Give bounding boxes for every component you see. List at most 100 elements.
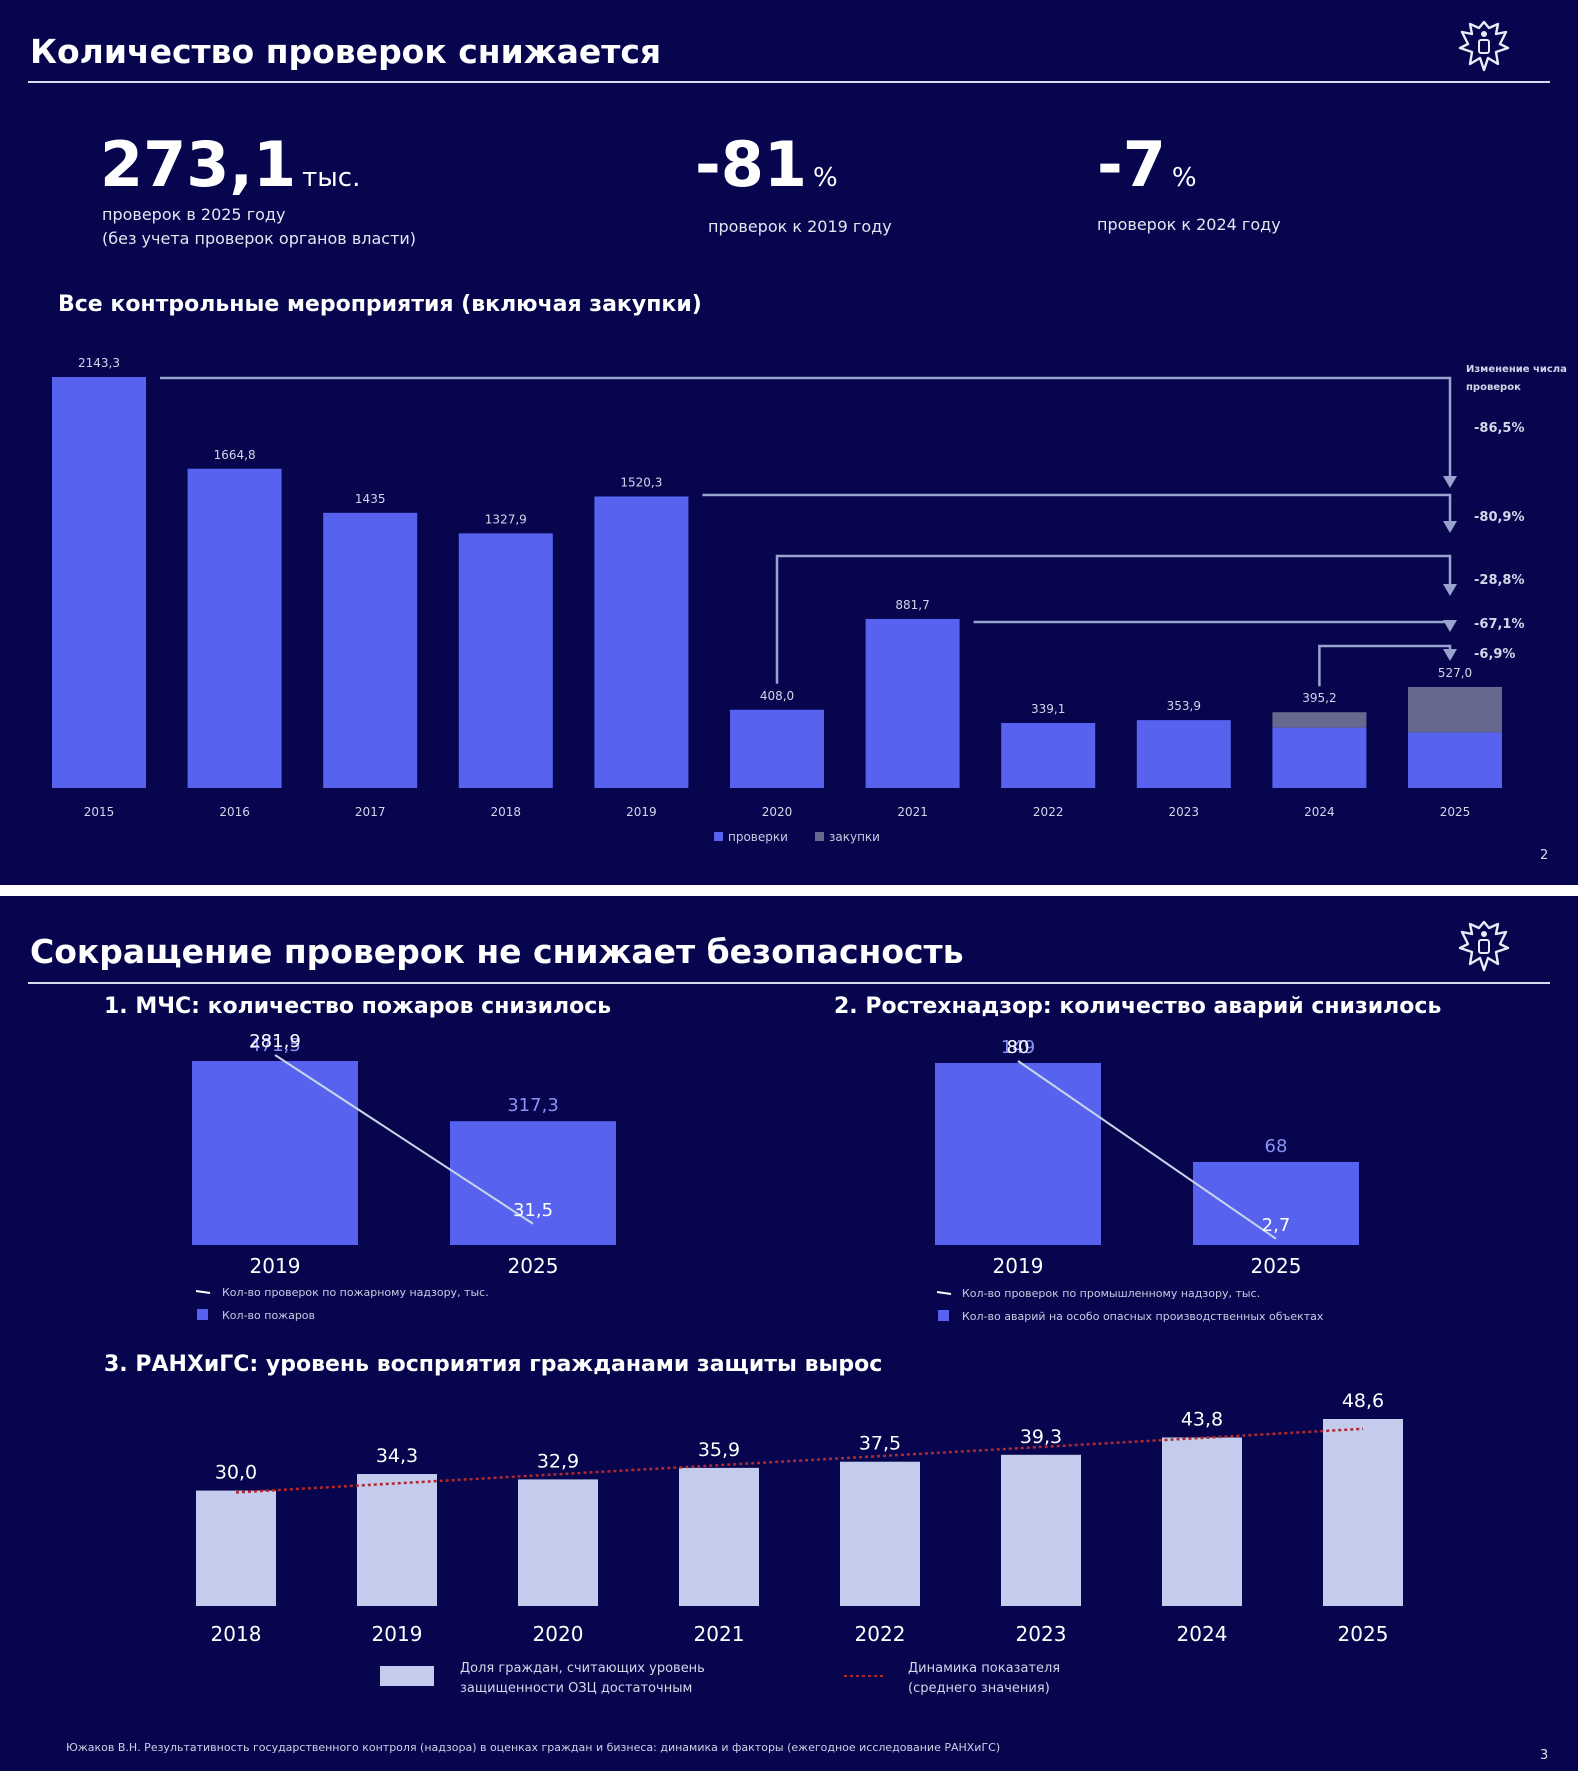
ranepa-bar-2018 [196,1490,276,1606]
bar-inspections-2024 [1272,727,1367,788]
x-tick-2022: 2022 [1033,805,1064,819]
bar-total-label-2019: 1520,3 [620,475,662,489]
ranepa-bar-label-2023: 39,3 [1020,1426,1062,1448]
ranepa-bar-2023 [1001,1454,1081,1606]
x-tick-2015: 2015 [84,805,115,819]
kpi-vs-2019-value: -81% [695,128,838,201]
rtn-x-tick-2025: 2025 [1251,1254,1302,1278]
ranepa-trend-line [235,1427,1364,1494]
ranepa-x-tick-2019: 2019 [372,1622,423,1646]
ranepa-legend-trend-label: Динамика показателя [908,1661,1060,1676]
ranepa-legend-bar-label-2: защищенности ОЗЦ достаточным [460,1681,692,1696]
bar-inspections-2021 [865,618,960,788]
rtn-line-label-2019: 80 [1007,1037,1030,1058]
rtn-bar-2025 [1193,1161,1359,1245]
bar-inspections-2020 [730,709,824,788]
ranepa-bar-label-2024: 43,8 [1181,1408,1223,1430]
eagle-emblem-icon [1458,920,1510,972]
inspections-bar-chart: 2143,3 2015 1664,8 2016 1435 2017 1327,9 2018 15… [52,356,1567,844]
bar-total-label-2024: 395,2 [1302,691,1336,705]
slide-title: Количество проверок снижается [30,32,662,71]
kpi-total-caption: проверок в 2025 году [102,205,286,224]
bar-inspections-2022 [1001,722,1096,788]
x-tick-2025: 2025 [1440,805,1471,819]
source-footnote: Южаков В.Н. Результативность государстве… [66,1741,1001,1754]
change-connector [1318,644,1452,687]
page-number: 2 [1540,848,1549,863]
mchs-x-tick-2019: 2019 [250,1254,301,1278]
change-arrowhead-icon [1443,649,1457,661]
slide-safety-not-reduced: Сокращение проверок не снижает безопасно… [0,896,1578,1771]
slide-inspections-decrease: Количество проверок снижается 273,1 тыс. … [0,0,1578,885]
bar-inspections-2017 [323,512,418,788]
title-divider-2 [28,982,1550,984]
changes-header-2: проверок [1466,382,1521,393]
chart-title: Все контрольные мероприятия (включая зак… [58,292,702,317]
page-number-2: 3 [1540,1748,1549,1763]
bar-total-label-2022: 339,1 [1031,702,1065,716]
x-tick-2017: 2017 [355,805,386,819]
ranepa-bar-2024 [1162,1437,1242,1606]
change-connector [973,620,1452,624]
ranepa-bar-2021 [679,1467,759,1606]
ranepa-x-tick-2022: 2022 [855,1622,906,1646]
change-arrowhead-icon [1443,476,1457,488]
x-tick-2019: 2019 [626,805,657,819]
bar-procurement-2024 [1272,712,1367,728]
rtn-legend-bar-label: Кол-во аварий на особо опасных производс… [962,1310,1324,1323]
rtn-bar-label-2019: 149 [1001,1037,1035,1058]
rtn-bar-2019 [935,1063,1101,1245]
ranepa-x-tick-2021: 2021 [694,1622,745,1646]
rtn-legend-line-swatch [936,1291,952,1295]
change-arrowhead-icon [1443,620,1457,632]
rtn-line-label-2025: 2,7 [1262,1215,1291,1236]
x-tick-2016: 2016 [219,805,250,819]
x-tick-2021: 2021 [897,805,928,819]
change-label: -6,9% [1474,647,1515,662]
change-label: -86,5% [1474,421,1525,436]
mchs-bar-label-2025: 317,3 [507,1095,559,1116]
rtn-chart-title: 2. Ростехнадзор: количество аварий снизи… [834,994,1442,1019]
kpi-vs-2024-caption: проверок к 2024 году [1097,215,1281,234]
mchs-bar-2019 [192,1061,358,1245]
legend-label-inspections: проверки [728,830,788,844]
bar-inspections-2018 [458,533,553,788]
rtn-bar-label-2025: 68 [1265,1136,1288,1157]
change-connector [775,554,1452,684]
mchs-legend-line-swatch [195,1290,211,1294]
bar-total-label-2015: 2143,3 [78,356,120,370]
mchs-x-tick-2025: 2025 [508,1254,559,1278]
safety-charts: 471,5 2019 317,3 2025 281,9 31,5 149 2019 68 202… [192,1031,1403,1696]
rtn-x-tick-2019: 2019 [993,1254,1044,1278]
mchs-line-label-2019: 281,9 [249,1031,301,1052]
bar-total-label-2016: 1664,8 [214,448,256,462]
mchs-bar-label-2019: 471,5 [249,1035,301,1056]
change-connector [160,376,1452,476]
ranepa-bar-label-2025: 48,6 [1342,1390,1384,1412]
kpi-vs-2019-caption: проверок к 2019 году [708,217,892,236]
ranepa-legend-bar-swatch [380,1666,434,1686]
ranepa-x-tick-2018: 2018 [211,1622,262,1646]
change-label: -28,8% [1474,573,1525,588]
mchs-legend-bar-label: Кол-во пожаров [222,1309,315,1322]
bar-total-label-2023: 353,9 [1167,699,1201,713]
ranepa-legend-bar-label: Доля граждан, считающих уровень [460,1661,705,1676]
ranepa-legend-trend-label-2: (среднего значения) [908,1681,1050,1696]
ranepa-x-tick-2020: 2020 [533,1622,584,1646]
bar-inspections-2016 [187,468,282,788]
bar-total-label-2021: 881,7 [895,598,929,612]
mchs-inspections-line [274,1054,534,1225]
change-arrowhead-icon [1443,521,1457,533]
ranepa-bar-label-2019: 34,3 [376,1445,418,1467]
x-tick-2018: 2018 [491,805,522,819]
change-label: -67,1% [1474,617,1525,632]
bar-total-label-2020: 408,0 [760,689,794,703]
bar-total-label-2025: 527,0 [1438,666,1472,680]
change-arrowhead-icon [1443,584,1457,596]
kpi-vs-2024-value: -7% [1097,128,1197,201]
legend-label-procurement: закупки [829,830,880,844]
kpi-total-value: 273,1 тыс. [100,128,361,201]
mchs-legend-line-label: Кол-во проверок по пожарному надзору, ты… [222,1286,489,1299]
rtn-inspections-line [1017,1060,1277,1240]
eagle-emblem-icon [1458,20,1510,72]
